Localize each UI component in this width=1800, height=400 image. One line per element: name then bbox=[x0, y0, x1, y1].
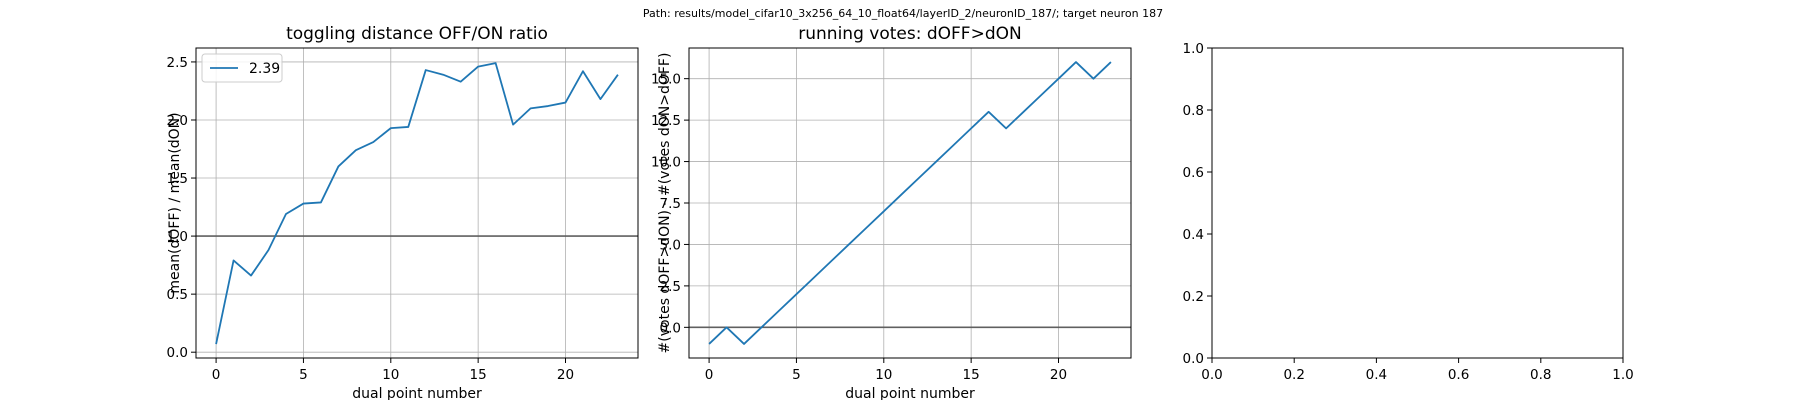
legend-box bbox=[201, 53, 283, 83]
y-tick-label: 12.5 bbox=[651, 113, 681, 129]
chart-title: running votes: dOFF>dON bbox=[798, 24, 1021, 44]
y-tick-label: 0.2 bbox=[1183, 289, 1204, 305]
y-tick-label: 2.5 bbox=[660, 279, 681, 295]
axes-frame bbox=[195, 47, 639, 359]
y-tick-label: 5.0 bbox=[660, 237, 681, 253]
x-tick-label: 5 bbox=[299, 367, 308, 383]
x-tick-label: 0 bbox=[705, 367, 714, 383]
y-tick-label: 0.5 bbox=[167, 287, 188, 303]
chart-title: toggling distance OFF/ON ratio bbox=[286, 24, 548, 44]
x-tick-label: 0.4 bbox=[1366, 367, 1387, 383]
y-tick-label: 0.4 bbox=[1183, 227, 1204, 243]
y-tick-label: 0.0 bbox=[660, 320, 681, 336]
y-tick-label: 0.0 bbox=[1183, 351, 1204, 367]
y-axis-label: #(votes dOFF>dON) - #(votes dON>dOFF) bbox=[657, 53, 673, 354]
x-tick-label: 0 bbox=[212, 367, 221, 383]
x-tick-label: 1.0 bbox=[1612, 367, 1633, 383]
legend: 2.39 bbox=[201, 53, 283, 83]
y-tick-label: 1.5 bbox=[167, 171, 188, 187]
x-tick-label: 20 bbox=[557, 367, 574, 383]
y-tick-label: 7.5 bbox=[660, 196, 681, 212]
y-tick-label: 2.5 bbox=[167, 55, 188, 71]
y-tick-label: 15.0 bbox=[651, 72, 681, 88]
y-tick-label: 1.0 bbox=[1183, 41, 1204, 57]
figure-suptitle: Path: results/model_cifar10_3x256_64_10_… bbox=[643, 7, 1163, 20]
y-axis-label: mean(dOFF) / mean(dON) bbox=[167, 112, 183, 293]
x-tick-label: 15 bbox=[470, 367, 487, 383]
x-tick-label: 0.8 bbox=[1530, 367, 1551, 383]
y-tick-label: 0.6 bbox=[1183, 165, 1204, 181]
x-tick-label: 15 bbox=[963, 367, 980, 383]
y-tick-label: 1.0 bbox=[167, 229, 188, 245]
x-tick-label: 0.2 bbox=[1283, 367, 1304, 383]
series-line-1 bbox=[708, 61, 1112, 345]
x-tick-label: 10 bbox=[875, 367, 892, 383]
y-tick-label: 0.8 bbox=[1183, 103, 1204, 119]
x-axis-label: dual point number bbox=[845, 386, 975, 400]
legend-label: 2.39 bbox=[249, 61, 280, 77]
series-line-1 bbox=[215, 62, 619, 345]
chart-2: 0 5 10 15 20 0.0 2.5 5.0 7.5 10.0 12.5 15.0 running … bbox=[651, 24, 1132, 400]
x-tick-label: 5 bbox=[792, 367, 801, 383]
x-tick-label: 0.0 bbox=[1201, 367, 1222, 383]
x-tick-label: 10 bbox=[382, 367, 399, 383]
x-tick-label: 20 bbox=[1050, 367, 1067, 383]
x-tick-label: 0.6 bbox=[1448, 367, 1469, 383]
axes-frame bbox=[1211, 47, 1624, 359]
chart-3: 0.0 0.2 0.4 0.6 0.8 1.0 0.0 0.2 0.4 0.6 0.8 1.0 bbox=[1183, 41, 1634, 383]
y-tick-label: 10.0 bbox=[651, 155, 681, 171]
y-tick-label: 2.0 bbox=[167, 113, 188, 129]
y-tick-label: 0.0 bbox=[167, 345, 188, 361]
x-axis-label: dual point number bbox=[352, 386, 482, 400]
chart-1: 0 5 10 15 20 0.0 0.5 1.0 1.5 2.0 2.5 toggling dista… bbox=[167, 24, 639, 400]
